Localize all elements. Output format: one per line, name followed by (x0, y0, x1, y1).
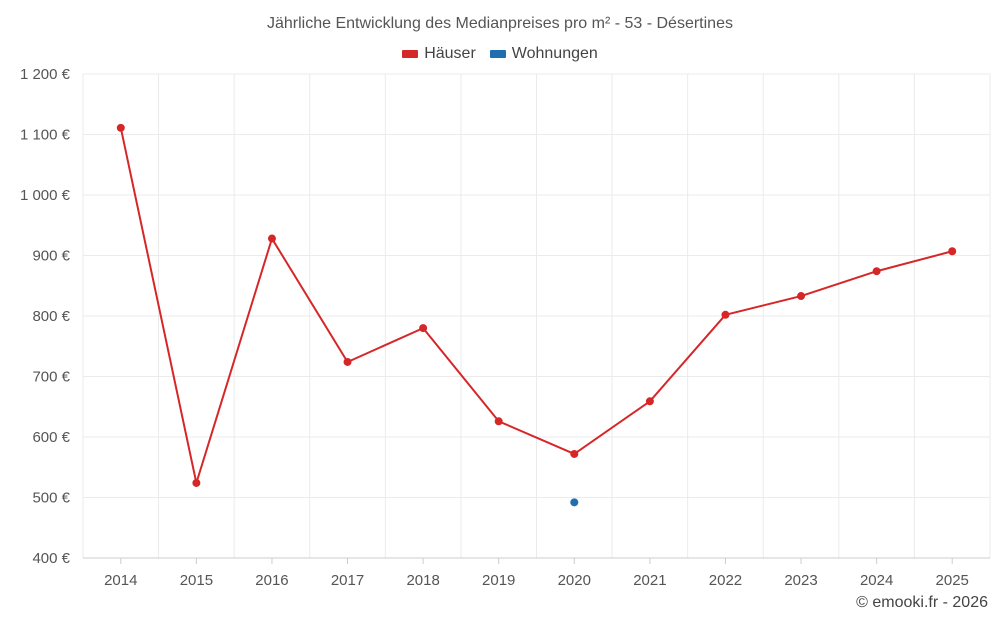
series (116, 123, 957, 507)
x-tick-label: 2024 (860, 572, 893, 589)
x-tick-label: 2023 (784, 572, 817, 589)
y-tick-label: 800 € (32, 308, 70, 325)
data-point (948, 247, 957, 256)
y-tick-label: 700 € (32, 369, 70, 386)
data-point (797, 292, 806, 301)
axes: 400 € 500 € 600 € 700 € 800 € 900 € 1 000 € 1 1… (20, 66, 990, 589)
legend: Häuser Wohnungen (0, 45, 1000, 63)
x-tick-label: 2015 (180, 572, 213, 589)
x-tick-label: 2018 (406, 572, 439, 589)
legend-item-wohnungen[interactable]: Wohnungen (489, 45, 598, 63)
data-point (192, 478, 201, 487)
legend-swatch-wohnungen (489, 50, 506, 58)
x-tick-label: 2019 (482, 572, 515, 589)
y-tick-label: 500 € (32, 490, 70, 507)
data-point (645, 397, 654, 406)
grid (82, 73, 991, 559)
x-tick-label: 2020 (558, 572, 591, 589)
data-point (343, 357, 352, 366)
x-tick-label: 2014 (104, 572, 137, 589)
y-tick-label: 400 € (32, 550, 70, 567)
data-point (570, 498, 579, 507)
data-point (419, 324, 428, 333)
data-point (267, 234, 276, 243)
data-point (116, 123, 125, 132)
y-tick-label: 1 100 € (20, 127, 71, 144)
data-point (872, 267, 881, 276)
credit-text: © emooki.fr - 2026 (856, 594, 988, 611)
y-tick-label: 1 000 € (20, 187, 71, 204)
legend-label-wohnungen: Wohnungen (511, 45, 598, 62)
y-tick-label: 600 € (32, 429, 70, 446)
x-tick-label: 2021 (633, 572, 666, 589)
legend-item-haeuser[interactable]: Häuser (402, 45, 476, 63)
chart-title: Jährliche Entwicklung des Medianpreises … (267, 15, 733, 32)
data-point (570, 449, 579, 458)
legend-swatch-haeuser (402, 50, 419, 58)
x-tick-label: 2025 (936, 572, 969, 589)
legend-label-haeuser: Häuser (424, 45, 476, 62)
data-point (494, 417, 503, 426)
y-tick-label: 1 200 € (20, 66, 71, 83)
y-tick-label: 900 € (32, 248, 70, 265)
x-tick-label: 2022 (709, 572, 742, 589)
x-tick-label: 2016 (255, 572, 288, 589)
x-tick-label: 2017 (331, 572, 364, 589)
series-line-0 (119, 127, 953, 484)
data-point (721, 310, 730, 319)
